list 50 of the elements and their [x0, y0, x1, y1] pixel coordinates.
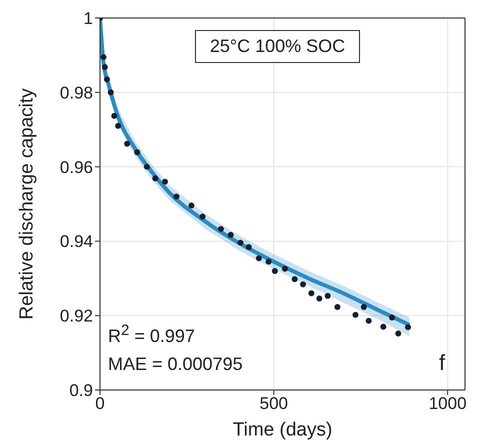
point — [282, 266, 288, 272]
point — [272, 268, 278, 274]
point — [352, 312, 358, 318]
point — [380, 324, 386, 330]
y-tick-label: 0.94 — [60, 232, 93, 252]
point — [134, 149, 140, 156]
x-tick-label: 500 — [260, 394, 288, 414]
point — [200, 214, 206, 220]
point — [188, 202, 194, 208]
point — [266, 258, 272, 265]
point — [111, 112, 118, 119]
point — [256, 255, 262, 262]
point — [316, 296, 322, 302]
point — [162, 178, 168, 185]
point — [124, 140, 130, 147]
point — [237, 240, 244, 246]
y-tick-label: 1 — [84, 9, 93, 28]
point — [405, 324, 411, 330]
y-tick-label: 0.98 — [60, 83, 93, 102]
x-axis-title: Time (days) — [232, 419, 332, 440]
y-tick-label: 0.96 — [60, 158, 93, 177]
point — [144, 164, 150, 170]
point — [104, 76, 110, 82]
point — [152, 175, 158, 182]
point — [395, 330, 402, 336]
point — [366, 318, 372, 324]
x-tick-label: 0 — [95, 394, 105, 414]
point — [218, 226, 224, 232]
y-axis-title: Relative discharge capacity — [16, 88, 38, 320]
point — [246, 244, 252, 250]
point — [228, 232, 234, 238]
x-tick-label: 1000 — [428, 394, 467, 414]
annotation: 25°C 100% SOC — [194, 30, 360, 63]
point — [115, 122, 122, 129]
point — [334, 304, 340, 310]
point — [300, 281, 306, 288]
point — [360, 304, 367, 310]
point — [108, 89, 114, 96]
annotation: MAE = 0.000795 — [108, 354, 243, 375]
point — [173, 194, 180, 200]
point — [324, 292, 331, 299]
annotation: f — [439, 350, 446, 376]
y-tick-label: 0.9 — [69, 381, 93, 400]
point — [102, 64, 108, 70]
point — [100, 54, 106, 60]
annotation: R$^{2}$ = 0.997 — [108, 322, 195, 347]
point — [389, 314, 395, 320]
point — [292, 276, 298, 282]
point — [308, 290, 314, 296]
y-tick-label: 0.92 — [60, 306, 93, 326]
